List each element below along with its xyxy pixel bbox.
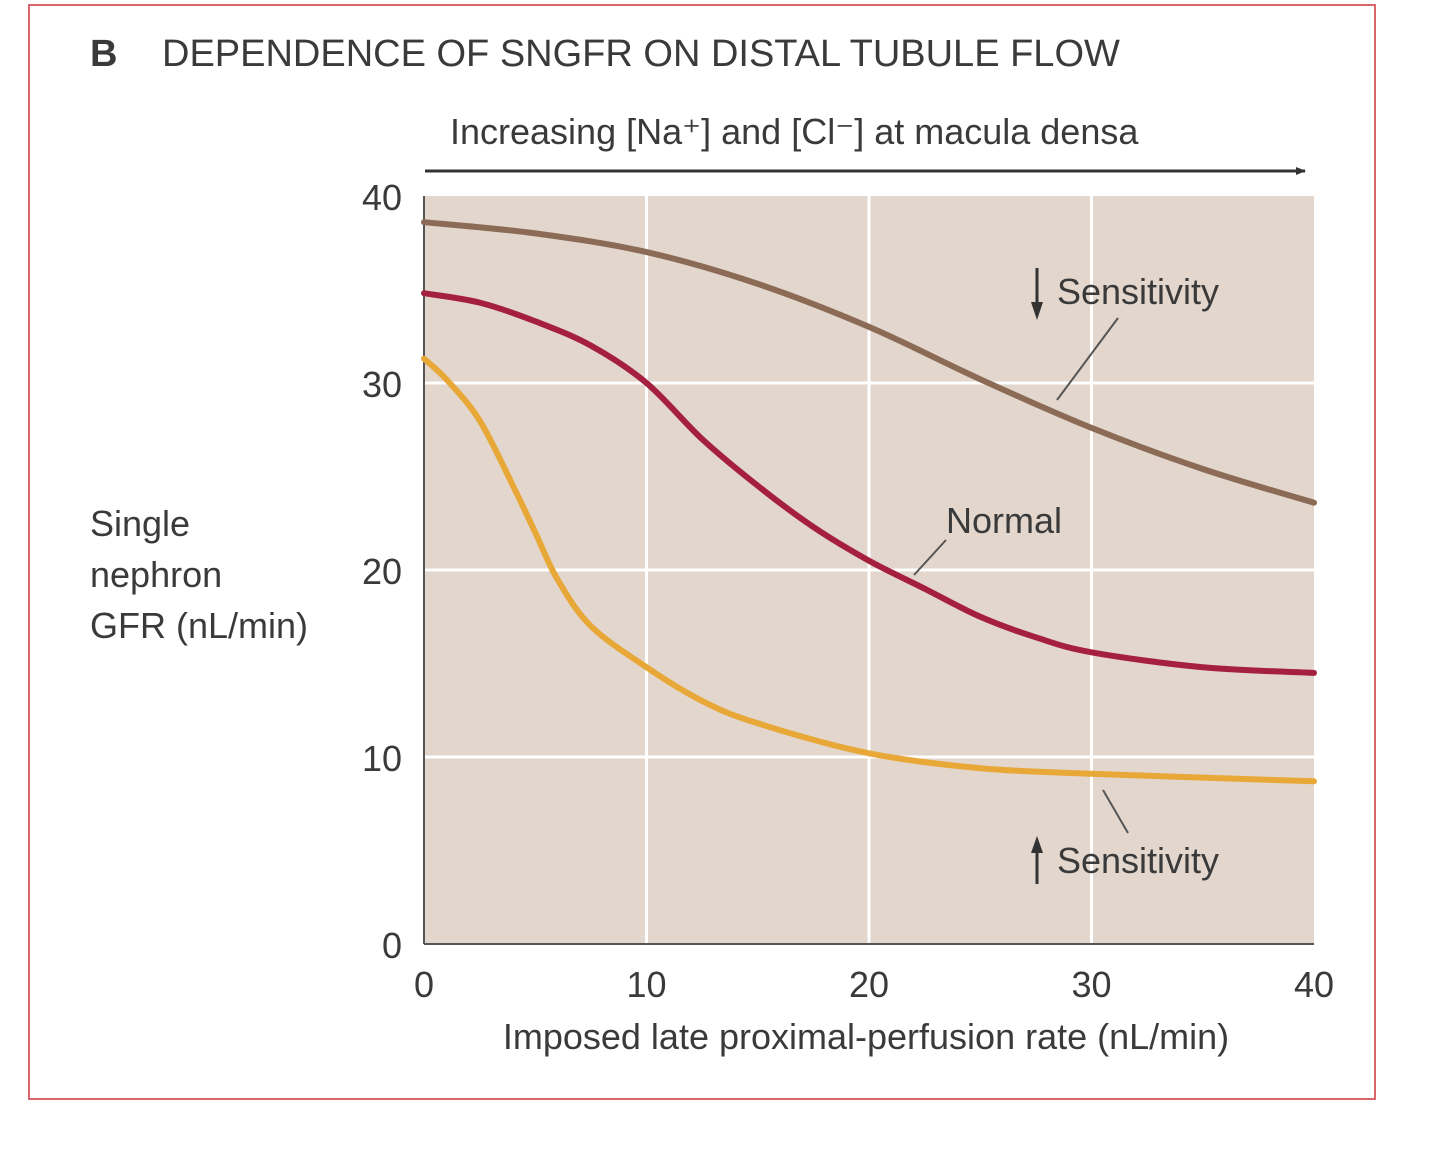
x-tick-label-0: 0 [414,964,434,1005]
increased-sensitivity-leader [1102,789,1129,834]
x-tick-label-20: 20 [849,964,889,1005]
series-line-increased-sensitivity [421,355,1317,785]
y-tick-label-10: 10 [362,738,402,779]
y-label-line-1: Single [90,503,190,544]
increased-sensitivity-arrow-head-icon [1031,836,1043,853]
x-tick-label-30: 30 [1071,964,1111,1005]
x-axis-label: Imposed late proximal-perfusion rate (nL… [503,1016,1229,1057]
decreased-sensitivity-label: Sensitivity [1057,271,1219,312]
series-layer [421,219,1317,785]
y-axis-label: Single nephron GFR (nL/min) [90,503,308,646]
top-annotation: Increasing [Na⁺] and [Cl⁻] at macula den… [450,111,1139,152]
normal-label: Normal [946,500,1062,541]
y-tick-label-30: 30 [362,364,402,405]
y-tick-label-20: 20 [362,551,402,592]
x-tick-labels: 0 10 20 30 40 [414,964,1334,1005]
grid-lines [424,196,1314,944]
y-tick-label-0: 0 [382,925,402,966]
x-tick-label-10: 10 [626,964,666,1005]
increased-sensitivity-label: Sensitivity [1057,840,1219,881]
series-line-normal [421,290,1317,676]
decreased-sensitivity-arrow-head-icon [1031,302,1043,320]
y-label-line-3: GFR (nL/min) [90,605,308,646]
normal-leader [913,539,947,576]
y-tick-label-40: 40 [362,177,402,218]
series-line-decreased-sensitivity [421,219,1317,506]
chart-title: DEPENDENCE OF SNGFR ON DISTAL TUBULE FLO… [162,33,1120,75]
panel-letter: B [90,33,117,75]
y-label-line-2: nephron [90,554,222,595]
decreased-sensitivity-leader [1056,317,1119,401]
y-tick-labels: 0 10 20 30 40 [362,177,402,966]
x-tick-label-40: 40 [1294,964,1334,1005]
figure-frame [28,4,1376,1100]
